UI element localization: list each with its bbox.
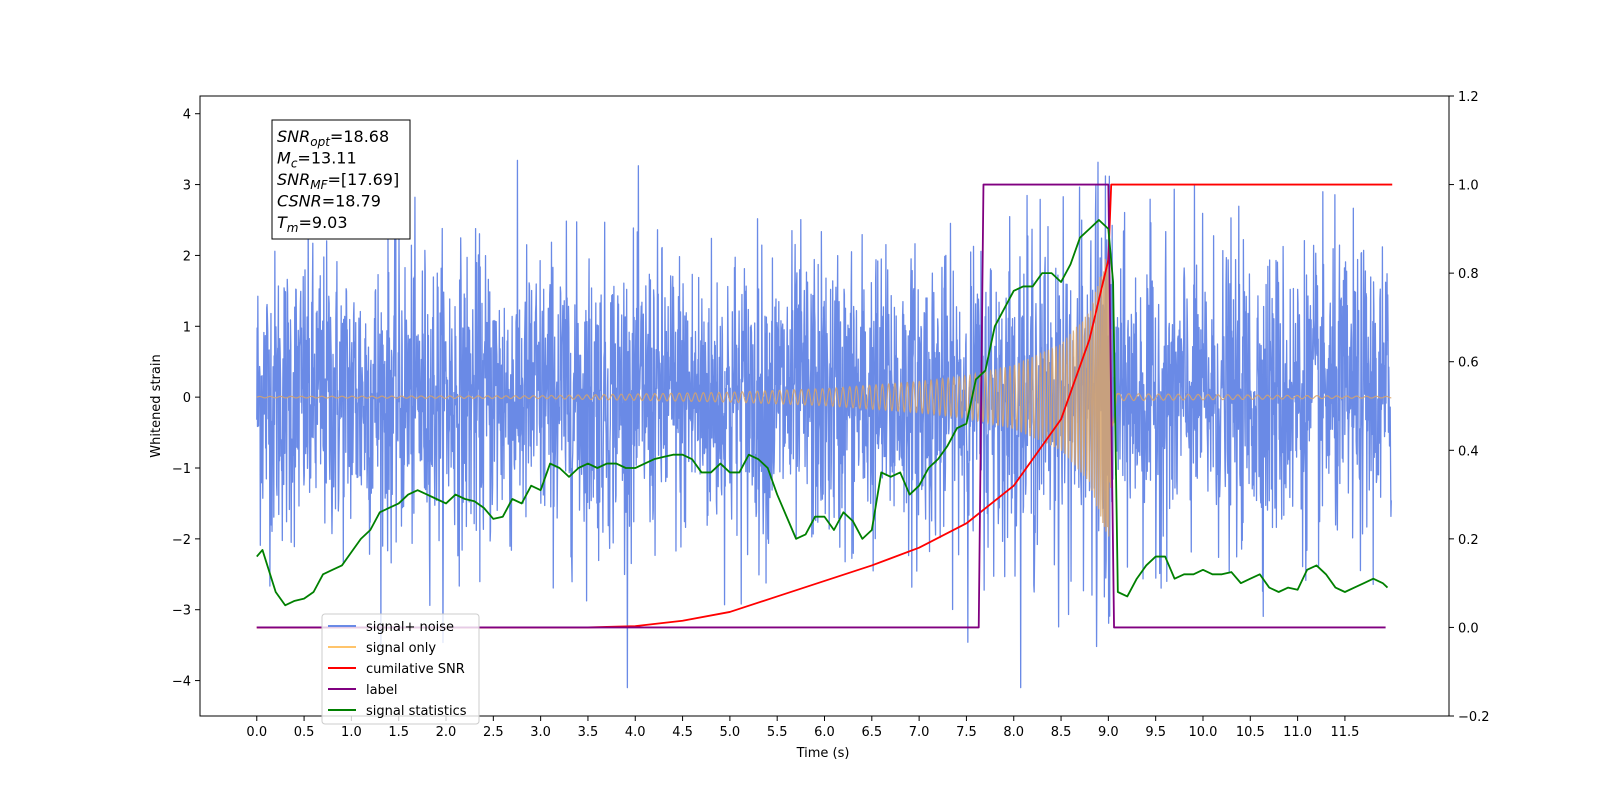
legend-entry: signal only [366, 641, 436, 656]
y-left-tick-label: 4 [183, 108, 191, 123]
x-tick-label: 9.0 [1098, 725, 1119, 740]
legend-entry: cumilative SNR [366, 662, 465, 677]
y-left-tick-label: 3 [183, 179, 191, 194]
y-right-tick-label: 0.4 [1458, 444, 1479, 459]
y-right-tick-label: −0.2 [1458, 710, 1490, 725]
series-cumilative-snr [256, 183, 1393, 629]
plot-area [256, 159, 1393, 689]
series-signal-plus-noise [256, 159, 1392, 689]
y-right-tick-label: 0.6 [1458, 356, 1479, 371]
x-tick-label: 6.5 [861, 725, 882, 740]
y-axis-left-label: Whitened strain [149, 354, 164, 457]
x-tick-label: 10.0 [1189, 725, 1218, 740]
y-right-tick-label: 1.2 [1458, 90, 1479, 105]
y-left-tick-label: 0 [183, 391, 191, 406]
annotation-line: SNRMF=[17.69] [277, 170, 399, 192]
legend-entry: signal statistics [366, 704, 467, 719]
x-tick-label: 0.0 [246, 725, 267, 740]
x-axis-ticks: 0.0 0.5 1.0 1.5 2.0 2.5 3.0 3.5 4.0 4.5 5.0 5.5 6.0 6… [246, 716, 1359, 740]
y-left-tick-label: 2 [183, 249, 191, 264]
x-tick-label: 6.0 [814, 725, 835, 740]
x-tick-label: 11.5 [1330, 725, 1359, 740]
x-tick-label: 0.5 [294, 725, 315, 740]
x-tick-label: 1.5 [388, 725, 409, 740]
y-right-tick-label: 0.8 [1458, 267, 1479, 282]
x-tick-label: 4.0 [625, 725, 646, 740]
x-tick-label: 10.5 [1236, 725, 1265, 740]
x-tick-label: 2.5 [483, 725, 504, 740]
x-tick-label: 1.0 [341, 725, 362, 740]
legend: signal+ noise signal only cumilative SNR la… [321, 613, 480, 725]
x-tick-label: 8.5 [1051, 725, 1072, 740]
x-tick-label: 9.5 [1145, 725, 1166, 740]
x-tick-label: 8.0 [1003, 725, 1024, 740]
x-tick-label: 3.5 [578, 725, 599, 740]
y-right-tick-label: 1.0 [1458, 179, 1479, 194]
legend-entry: signal+ noise [366, 620, 454, 635]
x-tick-label: 5.0 [720, 725, 741, 740]
series-signal-statistics [256, 219, 1389, 607]
annotation-line: Tm=9.03 [277, 213, 348, 235]
y-right-tick-label: 0.0 [1458, 621, 1479, 636]
x-tick-label: 7.0 [909, 725, 930, 740]
y-left-tick-label: −1 [172, 462, 191, 477]
x-tick-label: 3.0 [530, 725, 551, 740]
x-tick-label: 5.5 [767, 725, 788, 740]
series-signal-only [256, 258, 1392, 537]
annotation-line: CSNR=18.79 [277, 192, 381, 211]
x-tick-label: 2.0 [436, 725, 457, 740]
y-left-tick-label: 1 [183, 320, 191, 335]
x-axis-label: Time (s) [796, 746, 850, 761]
y-right-tick-label: 0.2 [1458, 533, 1479, 548]
annotation-line: Mc=13.11 [277, 149, 357, 171]
y-left-tick-label: −4 [172, 675, 191, 690]
annotation-box: SNRopt=18.68Mc=13.11SNRMF=[17.69]CSNR=18… [271, 119, 411, 240]
y-axis-left-ticks: 4 3 2 1 0 −1 −2 −3 −4 [172, 108, 200, 690]
y-left-tick-label: −3 [172, 604, 191, 619]
x-tick-label: 7.5 [956, 725, 977, 740]
legend-entry: label [366, 683, 397, 698]
y-axis-right-ticks: 1.2 1.0 0.8 0.6 0.4 0.2 0.0 −0.2 [1449, 90, 1490, 725]
x-tick-label: 11.0 [1283, 725, 1312, 740]
legend-frame [321, 613, 480, 725]
series-label [256, 183, 1386, 629]
x-tick-label: 4.5 [672, 725, 693, 740]
y-left-tick-label: −2 [172, 533, 191, 548]
annotation-line: SNRopt=18.68 [277, 127, 389, 149]
annotation-frame [271, 119, 411, 240]
